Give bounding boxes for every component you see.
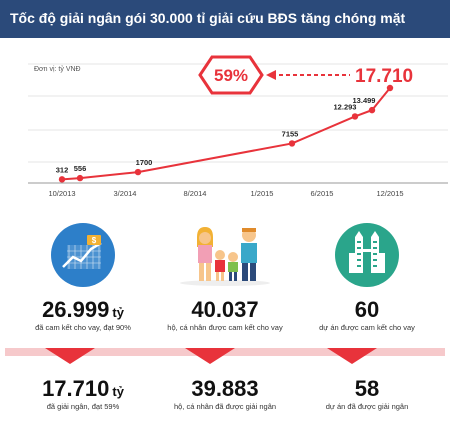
- stat-top-desc: đã cam kết cho vay, đạt 90%: [35, 323, 131, 332]
- data-label: 1700: [136, 158, 153, 167]
- stat-column-1: $ 26.999 tỷ đã cam kết cho vay, đạt 90%: [18, 223, 148, 332]
- unit-label: Đơn vị: tỷ VNĐ: [34, 66, 81, 73]
- page-title: Tốc độ giải ngân gói 30.000 tỉ giải cứu …: [10, 10, 406, 26]
- stat-top-number: 26.999: [42, 297, 110, 322]
- x-tick-label: 1/2015: [251, 189, 274, 198]
- stat-bottom-desc: hộ, cá nhân đã được giải ngân: [173, 402, 277, 411]
- buildings-icon: [335, 223, 399, 287]
- stat-bottom-desc: đã giải ngân, đạt 59%: [46, 402, 120, 411]
- data-label: 7155: [282, 129, 299, 138]
- stat-top-value: 26.999 tỷ: [18, 297, 148, 323]
- x-tick-label: 12/2015: [376, 189, 403, 198]
- stat-top-number: 60: [354, 297, 380, 322]
- data-point: [386, 84, 394, 92]
- x-tick-label: 10/2013: [48, 189, 75, 198]
- chart-svg: Đơn vị: tỷ VNĐ 10/2013 3/2014 8/2014 1/2015…: [28, 55, 448, 198]
- stat-top-value: 60: [302, 297, 432, 323]
- stat-top-desc: dự án được cam kết cho vay: [319, 323, 415, 332]
- down-arrow: [185, 348, 235, 364]
- highlight-value: 17.710: [355, 66, 413, 87]
- x-tick-label: 8/2014: [184, 189, 207, 198]
- data-point: [368, 106, 376, 114]
- data-label: 556: [74, 164, 87, 173]
- x-tick-label: 6/2015: [311, 189, 334, 198]
- stat-bottom-3: 58 dự án đã được giải ngân: [302, 376, 432, 411]
- data-point: [58, 176, 66, 183]
- stat-top-value: 40.037: [160, 297, 290, 323]
- callout-arrow-head: [266, 70, 276, 80]
- stat-bottom-value: 58: [302, 376, 432, 402]
- data-point: [351, 113, 359, 120]
- stat-bottom-number: 58: [354, 376, 380, 401]
- data-label: 13.499: [353, 96, 376, 105]
- stat-top-unit: tỷ: [112, 305, 124, 320]
- down-arrow: [327, 348, 377, 364]
- growth-chart-icon: $: [51, 223, 115, 287]
- data-point: [288, 140, 296, 147]
- down-arrow: [45, 348, 95, 364]
- divider-band: [5, 348, 445, 364]
- svg-text:$: $: [92, 236, 97, 245]
- stat-bottom-desc: dự án đã được giải ngân: [325, 402, 409, 411]
- callout-group: 59% 17.710: [198, 55, 413, 95]
- line-chart: Đơn vị: tỷ VNĐ 10/2013 3/2014 8/2014 1/2015…: [0, 38, 450, 213]
- stat-top-desc: hộ, cá nhân được cam kết cho vay: [167, 323, 283, 332]
- x-tick-label: 3/2014: [114, 189, 137, 198]
- stat-bottom-number: 17.710: [42, 376, 110, 401]
- stat-bottom-value: 17.710 tỷ: [18, 376, 148, 402]
- stat-bottom-unit: tỷ: [112, 384, 124, 399]
- data-point: [76, 174, 84, 182]
- percent-callout: 59%: [214, 66, 248, 85]
- data-point: [134, 168, 142, 176]
- stat-column-3: 60 dự án được cam kết cho vay: [302, 223, 432, 332]
- family-icon: [180, 227, 270, 286]
- stat-bottom-1: 17.710 tỷ đã giải ngân, đạt 59%: [18, 376, 148, 411]
- stat-bottom-value: 39.883: [160, 376, 290, 402]
- percent-hexagon: [198, 55, 264, 95]
- stat-top-number: 40.037: [191, 297, 259, 322]
- data-label: 12.293: [334, 102, 357, 111]
- stat-bottom-2: 39.883 hộ, cá nhân đã được giải ngân: [160, 376, 290, 411]
- stat-column-2: 40.037 hộ, cá nhân được cam kết cho vay: [160, 223, 290, 332]
- title-bar: Tốc độ giải ngân gói 30.000 tỉ giải cứu …: [0, 0, 450, 38]
- stat-bottom-number: 39.883: [191, 376, 259, 401]
- data-label: 312: [56, 165, 69, 174]
